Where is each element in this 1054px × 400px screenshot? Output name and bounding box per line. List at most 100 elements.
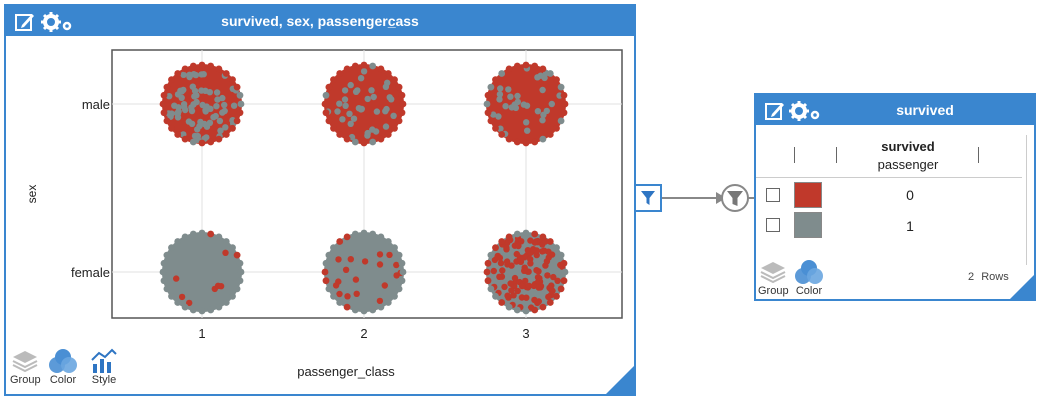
data-point [168,110,175,117]
cluster-male-class-3[interactable] [483,61,569,147]
data-point [166,93,173,100]
data-point [189,83,196,90]
data-point [483,100,491,108]
data-point [548,100,555,108]
data-point [508,262,515,269]
filter-link-funnel-icon [727,191,743,206]
data-point [484,277,492,285]
row-count-label: Rows [981,271,1009,283]
data-point [222,249,229,256]
filter-button[interactable] [634,184,662,212]
legend-value: 1 [906,218,914,234]
data-point [207,138,215,146]
group-tool[interactable]: Group [758,259,789,297]
data-point [221,101,228,109]
data-point [382,83,390,90]
group-tool[interactable]: Group [10,348,41,386]
data-point [390,112,397,120]
data-point [336,100,343,107]
settings-gear-icon[interactable] [788,100,822,122]
data-point [382,123,390,130]
color-circles-icon [795,260,823,284]
color-swatch-0[interactable] [794,182,822,208]
style-tool[interactable]: Style [90,348,118,386]
data-point [395,117,403,125]
vertical-scrollbar[interactable] [1026,135,1027,265]
data-point [533,247,540,254]
y-tick-label: male [82,97,110,112]
data-point [541,74,548,82]
data-point [215,233,223,241]
data-point [504,292,511,299]
column-header-title[interactable]: survived [881,139,935,154]
row-checkbox[interactable] [766,218,780,232]
row-count-value: 2 [968,271,975,283]
data-point [548,251,556,258]
data-point [502,103,509,110]
data-point [343,135,351,143]
data-point [198,61,206,69]
data-point [384,131,392,138]
data-point [216,117,224,125]
data-point [553,124,560,132]
data-point [351,306,359,314]
data-point [496,91,504,98]
data-point [527,237,534,244]
color-tool[interactable]: Color [48,348,78,386]
data-point [523,294,530,301]
data-point [236,91,244,99]
resize-corner[interactable] [1010,275,1034,299]
data-point [561,100,569,108]
cluster-female-class-1[interactable] [159,229,245,315]
data-point [336,70,344,77]
data-point [369,306,377,314]
main-panel-header: survived, sex, passengerc̲ass [6,6,634,36]
data-point [534,74,541,81]
color-swatch-1[interactable] [794,212,822,238]
data-point [189,230,197,238]
legend-row[interactable] [766,182,822,208]
row-checkbox[interactable] [766,188,780,202]
edit-icon[interactable] [14,11,36,33]
settings-gear-icon[interactable] [40,11,74,33]
data-point [497,259,505,267]
color-tool[interactable]: Color [794,259,824,297]
data-point [513,138,521,146]
data-point [174,299,182,306]
data-point [364,129,371,137]
data-point [517,256,525,263]
data-point [321,268,329,276]
data-point [395,285,403,293]
data-point [236,109,244,117]
x-axis-label: passenger_class [297,364,395,379]
data-point [236,259,244,267]
cluster-female-class-2[interactable] [321,229,407,315]
data-point [335,256,342,263]
data-point [510,292,517,299]
data-point [354,87,361,94]
data-point [501,283,508,291]
data-point [215,303,223,311]
chart-marks [159,61,569,315]
resize-corner[interactable] [606,366,634,394]
data-point [339,116,346,123]
data-point [546,238,554,245]
data-point [198,229,206,237]
cluster-female-class-3[interactable] [483,229,569,315]
cluster-male-class-1[interactable] [159,61,245,147]
data-point [499,267,506,274]
edit-icon[interactable] [764,100,786,122]
data-point [513,62,521,70]
data-point [539,65,547,73]
data-point [492,244,499,252]
data-point [531,306,539,314]
data-point [322,277,330,285]
data-point [160,277,168,285]
cluster-male-class-2[interactable] [321,61,407,147]
legend-row[interactable] [766,212,822,238]
data-point [186,299,193,307]
data-point [544,272,551,279]
data-point [522,307,530,315]
data-point [377,135,385,143]
data-point [522,139,530,147]
